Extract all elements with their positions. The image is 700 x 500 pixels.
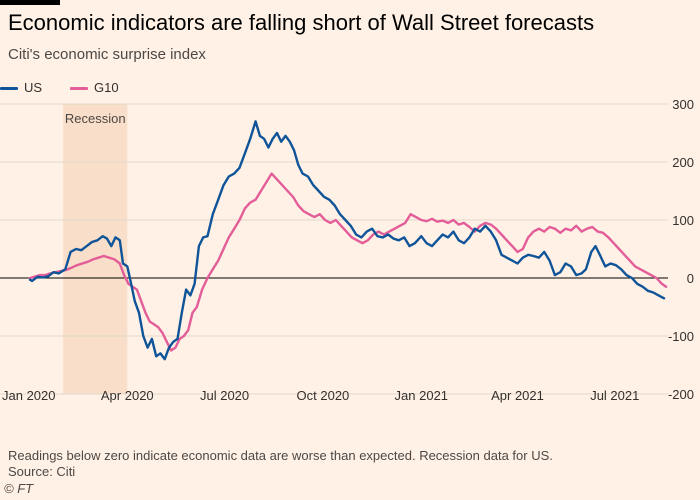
y-tick-label: -200 (668, 387, 694, 402)
legend-swatch-us (0, 87, 18, 90)
x-tick-label: Jan 2020 (2, 388, 56, 403)
line-chart: Recession 300 200 100 0 -100 -200 Jan 2020 Apr 2… (0, 100, 694, 403)
footnote: Readings below zero indicate economic da… (8, 448, 553, 463)
recession-label: Recession (65, 111, 126, 126)
chart-subtitle: Citi's economic surprise index (8, 46, 206, 63)
y-tick-label: 100 (672, 213, 694, 228)
series-line-us (28, 120, 666, 361)
y-tick-label: 0 (687, 271, 694, 286)
copyright: © FT (4, 481, 34, 496)
legend-swatch-g10 (70, 87, 88, 90)
x-tick-label: Apr 2021 (491, 388, 544, 403)
source-note: Source: Citi (8, 464, 76, 479)
x-tick-label: Jul 2020 (200, 388, 249, 403)
brand-bar (0, 0, 60, 5)
x-tick-label: Jul 2021 (590, 388, 639, 403)
recession-band (63, 104, 128, 394)
x-tick-label: Oct 2020 (297, 388, 350, 403)
y-tick-label: 200 (672, 155, 694, 170)
x-tick-label: Jan 2021 (395, 388, 449, 403)
y-tick-label: -100 (668, 329, 694, 344)
legend-label-g10: G10 (94, 80, 119, 95)
chart-title: Economic indicators are falling short of… (8, 10, 595, 35)
series-line-g10 (28, 172, 668, 352)
y-tick-label: 300 (672, 100, 694, 112)
x-tick-label: Apr 2020 (101, 388, 154, 403)
legend-label-us: US (24, 80, 43, 95)
